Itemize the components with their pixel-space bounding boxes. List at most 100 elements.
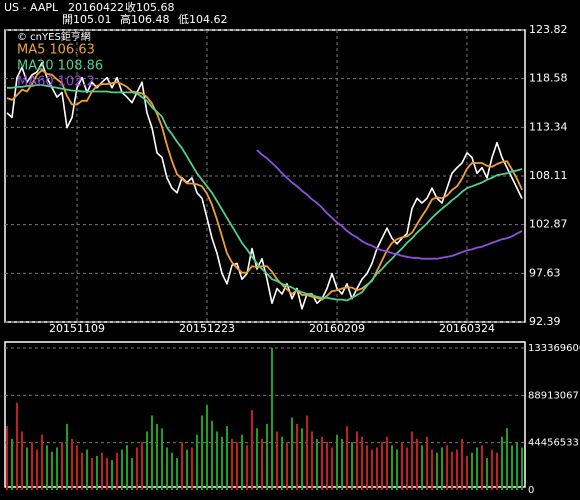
volume-bar bbox=[231, 438, 233, 490]
volume-bar bbox=[446, 445, 448, 490]
x-tick-label: 20151109 bbox=[49, 322, 105, 335]
legend-value: 102.2 bbox=[58, 75, 95, 90]
volume-bar bbox=[206, 404, 208, 490]
volume-bar bbox=[191, 447, 193, 490]
volume-bar bbox=[381, 442, 383, 490]
volume-bar bbox=[321, 436, 323, 490]
volume-bar bbox=[26, 447, 28, 490]
price-line bbox=[6, 69, 523, 301]
volume-bar bbox=[286, 442, 288, 490]
volume-bar bbox=[331, 447, 333, 490]
volume-bar bbox=[301, 428, 303, 490]
volume-bar bbox=[391, 445, 393, 490]
volume-bar bbox=[366, 445, 368, 490]
volume-bar bbox=[161, 428, 163, 490]
volume-bar bbox=[426, 436, 428, 490]
volume-bar bbox=[296, 423, 298, 490]
y-tick-label: 92.39 bbox=[529, 315, 561, 328]
volume-bar bbox=[246, 445, 248, 490]
volume-bar bbox=[441, 447, 443, 490]
volume-bar bbox=[46, 445, 48, 490]
volume-bar bbox=[266, 423, 268, 490]
volume-bar bbox=[491, 449, 493, 490]
volume-bar bbox=[221, 436, 223, 490]
volume-bar bbox=[351, 442, 353, 490]
volume-bar bbox=[406, 447, 408, 490]
volume-bar bbox=[291, 417, 293, 490]
volume-bar bbox=[276, 431, 278, 490]
volume-bar bbox=[216, 431, 218, 490]
volume-bar bbox=[66, 423, 68, 490]
volume-bar bbox=[131, 458, 133, 490]
volume-bar bbox=[416, 438, 418, 490]
date: 20160422 bbox=[68, 1, 124, 14]
volume-bar bbox=[81, 452, 83, 490]
volume-bar bbox=[31, 442, 33, 490]
volume-bar bbox=[341, 438, 343, 490]
volume-bar bbox=[376, 447, 378, 490]
volume-bar bbox=[11, 438, 13, 490]
legend-name: MA60 bbox=[17, 75, 54, 90]
volume-bar bbox=[71, 438, 73, 490]
volume-bar bbox=[171, 452, 173, 490]
x-tick-label: 20160324 bbox=[439, 322, 495, 335]
y-tick-label: 113.34 bbox=[529, 120, 568, 133]
volume-bar bbox=[386, 436, 388, 490]
volume-bar bbox=[106, 458, 108, 490]
volume-bar bbox=[36, 449, 38, 490]
volume-bar bbox=[211, 420, 213, 490]
volume-bar bbox=[51, 451, 53, 490]
volume-bar bbox=[336, 434, 338, 490]
volume-bar bbox=[346, 426, 348, 490]
volume-bar bbox=[166, 447, 168, 490]
high: 高106.48 bbox=[120, 12, 170, 26]
volume-bar bbox=[96, 455, 98, 490]
y-tick-label: 88913067 bbox=[528, 390, 579, 401]
volume-bar bbox=[411, 431, 413, 490]
volume-bar bbox=[466, 455, 468, 490]
volume-bar bbox=[316, 438, 318, 490]
volume-bar bbox=[471, 452, 473, 490]
volume-panel bbox=[4, 341, 526, 488]
volume-bar bbox=[241, 434, 243, 490]
volume-bar bbox=[176, 458, 178, 490]
volume-bar bbox=[116, 452, 118, 490]
volume-bar bbox=[186, 449, 188, 490]
volume-bar bbox=[311, 431, 313, 490]
volume-bar bbox=[151, 415, 153, 490]
volume-bar bbox=[201, 415, 203, 490]
volume-bar bbox=[86, 449, 88, 490]
y-tick-label: 123.82 bbox=[529, 23, 568, 36]
low: 低104.62 bbox=[178, 13, 228, 26]
volume-bar bbox=[461, 438, 463, 490]
volume-bar bbox=[456, 449, 458, 490]
y-tick-label: 44456533 bbox=[528, 438, 579, 449]
volume-bar bbox=[356, 431, 358, 490]
volume-bar bbox=[401, 442, 403, 490]
volume-bar bbox=[306, 415, 308, 490]
symbol: US - AAPL bbox=[4, 1, 59, 14]
volume-bar bbox=[141, 442, 143, 490]
volume-bar bbox=[121, 449, 123, 490]
volume-bar bbox=[251, 410, 253, 490]
volume-bar bbox=[271, 348, 273, 490]
legend-name: MA20 bbox=[17, 59, 54, 74]
volume-bar bbox=[486, 458, 488, 490]
volume-bar bbox=[261, 438, 263, 490]
y-tick-label: 102.87 bbox=[529, 218, 568, 231]
volume-bar bbox=[126, 445, 128, 490]
volume-bar bbox=[481, 445, 483, 490]
volume-bar bbox=[181, 442, 183, 490]
volume-bar bbox=[101, 452, 103, 490]
close: 收105.68 bbox=[125, 0, 175, 14]
volume-bar bbox=[421, 445, 423, 490]
price-line bbox=[6, 61, 523, 310]
volume-bar bbox=[451, 451, 453, 490]
volume-bar bbox=[281, 436, 283, 490]
volume-bar bbox=[511, 445, 513, 490]
volume-bar bbox=[226, 426, 228, 490]
volume-bar bbox=[496, 452, 498, 490]
volume-bar bbox=[6, 426, 8, 490]
y-tick-label: 0 bbox=[528, 485, 534, 496]
